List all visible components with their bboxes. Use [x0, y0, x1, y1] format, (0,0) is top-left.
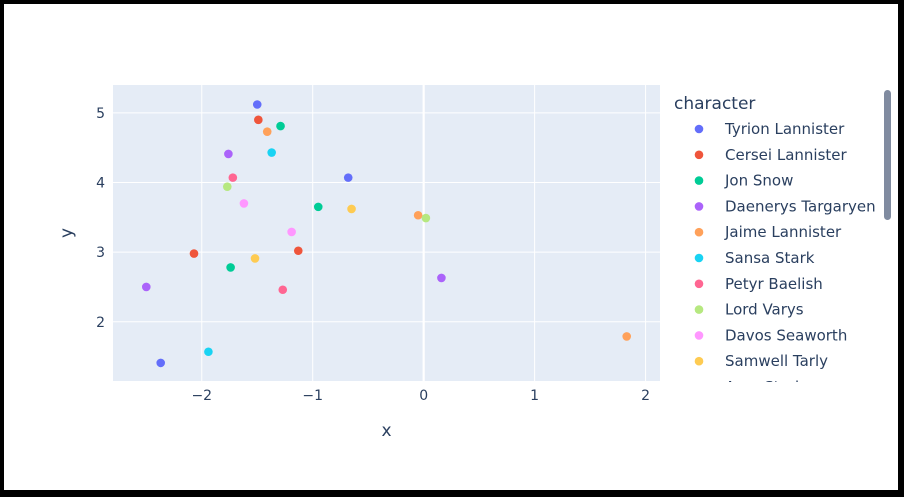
data-points	[141, 100, 632, 368]
x-tick-label: 0	[419, 388, 428, 404]
data-point	[313, 202, 323, 212]
y-tick-label: 3	[96, 245, 105, 261]
plot-area	[113, 85, 660, 381]
data-point	[254, 115, 263, 125]
data-point	[222, 182, 232, 191]
legend-marker	[694, 305, 704, 314]
legend-marker	[694, 356, 704, 366]
legend-title: character	[674, 94, 755, 114]
data-point	[224, 149, 233, 159]
data-point	[267, 148, 276, 157]
data-point	[421, 213, 431, 223]
legend-item-label: Arya Stark	[725, 378, 804, 396]
x-axis-title: x	[381, 421, 391, 441]
legend-item-label: Samwell Tarly	[725, 352, 828, 370]
x-axis-ticks: −2 −1 0 1 2	[191, 388, 650, 404]
y-axis-title: y	[57, 228, 77, 238]
data-point	[276, 121, 285, 131]
data-point	[141, 282, 151, 292]
data-point	[287, 227, 296, 237]
data-point	[347, 204, 356, 214]
y-tick-label: 4	[96, 176, 105, 192]
legend-marker	[694, 279, 704, 289]
data-point	[252, 100, 262, 109]
legend-item-label: Tyrion Lannister	[724, 120, 845, 138]
y-tick-label: 5	[96, 106, 105, 122]
y-tick-label: 2	[96, 315, 105, 331]
y-axis-ticks: 2 3 4 5	[96, 106, 105, 331]
legend-marker	[695, 383, 704, 392]
data-point	[250, 254, 260, 263]
legend-marker	[694, 227, 704, 237]
data-point	[226, 263, 235, 272]
legend-item-label: Lord Varys	[725, 301, 804, 319]
legend-item-label: Cersei Lannister	[725, 146, 848, 164]
data-point	[262, 127, 272, 136]
legend-item-label: Jaime Lannister	[724, 223, 842, 241]
legend-item-label: Sansa Stark	[725, 249, 815, 267]
legend-marker	[694, 176, 704, 185]
data-point	[239, 199, 249, 208]
data-point	[413, 210, 423, 220]
legend-marker	[694, 150, 704, 160]
data-point	[189, 249, 199, 258]
legend[interactable]: character Tyrion Lannister Cersei Lannist…	[674, 90, 891, 396]
data-point	[204, 347, 213, 357]
legend-item-label: Davos Seaworth	[725, 326, 847, 344]
legend-item-label: Jon Snow	[724, 172, 793, 190]
data-point	[293, 246, 303, 256]
chart-frame: −2 −1 0 1 2 2 3 4 5 x y character Tyrion Lannis…	[4, 4, 898, 490]
legend-marker	[694, 253, 704, 263]
x-tick-label: 1	[530, 388, 539, 404]
legend-scrollbar[interactable]	[884, 90, 891, 220]
data-point	[343, 173, 353, 182]
x-tick-label: 2	[641, 388, 650, 404]
legend-marker	[694, 202, 704, 211]
grid-lines	[113, 85, 660, 381]
data-point	[156, 358, 166, 368]
data-point	[278, 285, 288, 295]
legend-item-label: Daenerys Targaryen	[725, 197, 876, 215]
data-point	[228, 173, 238, 182]
legend-item-label: Petyr Baelish	[725, 275, 823, 293]
legend-marker	[694, 124, 704, 134]
scatter-chart: −2 −1 0 1 2 2 3 4 5 x y character Tyrion Lannis…	[57, 85, 891, 441]
legend-marker	[694, 331, 704, 340]
data-point	[437, 273, 446, 283]
x-tick-label: −1	[302, 388, 323, 404]
legend-items[interactable]: Tyrion Lannister Cersei Lannister Jon Snow…	[694, 120, 876, 396]
x-tick-label: −2	[191, 388, 212, 404]
data-point	[622, 332, 632, 341]
